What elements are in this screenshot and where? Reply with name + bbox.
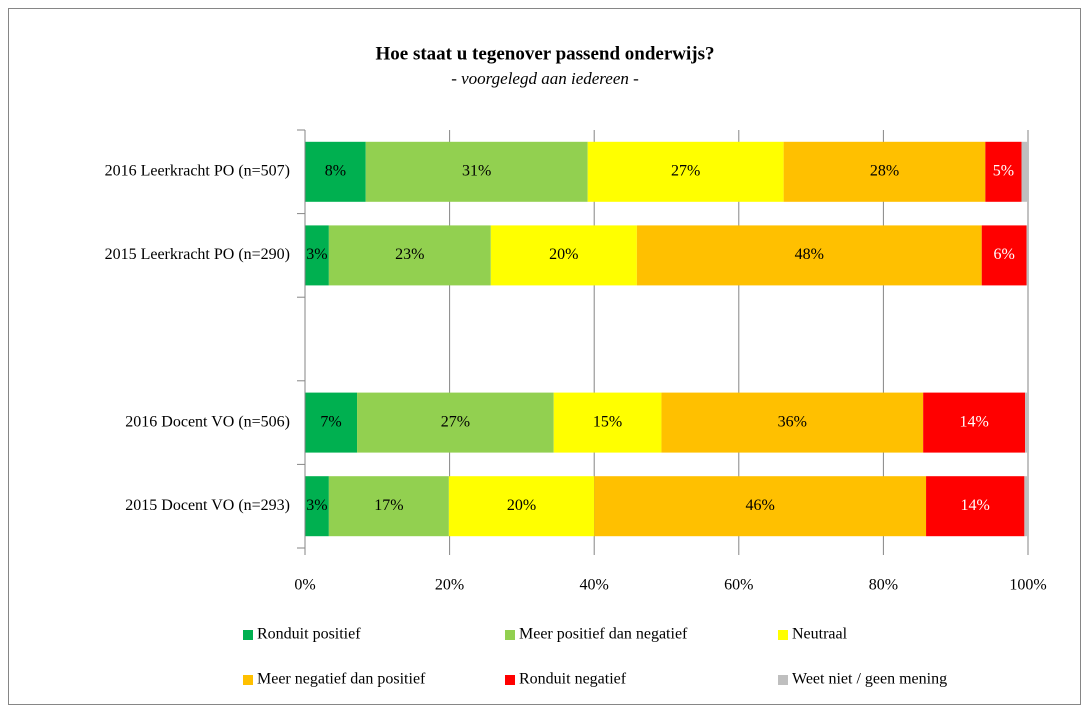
- x-tick-label: 60%: [724, 577, 753, 594]
- bar-segment: [490, 225, 637, 286]
- bar-segment: [305, 476, 329, 537]
- data-label: 36%: [778, 413, 807, 430]
- data-label: 23%: [395, 246, 424, 263]
- legend-label: Ronduit positief: [257, 626, 361, 643]
- legend-label: Meer negatief dan positief: [257, 671, 426, 688]
- data-label: 46%: [745, 497, 774, 514]
- bar-segment: [357, 392, 554, 453]
- data-label: 28%: [870, 162, 899, 179]
- data-label: 20%: [549, 246, 578, 263]
- y-tick-label: 2015 Leerkracht PO (n=290): [105, 246, 290, 263]
- x-tick-label: 40%: [580, 577, 609, 594]
- bar-segment: [328, 476, 449, 537]
- data-label: 27%: [671, 162, 700, 179]
- data-label: 27%: [441, 413, 470, 430]
- data-label: 20%: [507, 497, 536, 514]
- legend-label: Meer positief dan negatief: [519, 626, 688, 643]
- bar-segment: [328, 225, 491, 286]
- chart-subtitle: - voorgelegd aan iedereen -: [451, 69, 639, 88]
- data-label: 17%: [374, 497, 403, 514]
- y-tick-label: 2016 Leerkracht PO (n=507): [105, 162, 290, 179]
- bar-segment: [783, 141, 986, 202]
- bar-segment: [1026, 225, 1028, 286]
- data-label: 3%: [306, 246, 327, 263]
- bar-segment: [305, 225, 329, 286]
- data-label: 31%: [462, 162, 491, 179]
- chart-title: Hoe staat u tegenover passend onderwijs?: [375, 43, 714, 64]
- bar-segment: [553, 392, 662, 453]
- data-label: 48%: [795, 246, 824, 263]
- bar-segment: [636, 225, 982, 286]
- legend-label: Ronduit negatief: [519, 671, 627, 688]
- bar-segment: [1024, 476, 1028, 537]
- legend-swatch: [505, 675, 515, 685]
- legend-swatch: [778, 675, 788, 685]
- bar-segment: [305, 141, 366, 202]
- chart-frame: [8, 8, 1081, 705]
- data-label: 14%: [961, 497, 990, 514]
- bar-segment: [305, 392, 358, 453]
- y-tick-label: 2015 Docent VO (n=293): [125, 497, 290, 514]
- bar-segment: [587, 141, 784, 202]
- legend-swatch: [778, 630, 788, 640]
- bar-segment: [926, 476, 1025, 537]
- legend-label: Weet niet / geen mening: [792, 671, 947, 688]
- y-tick-label: 2016 Docent VO (n=506): [125, 413, 290, 430]
- bar-segment: [1021, 141, 1028, 202]
- bar-segment: [365, 141, 588, 202]
- data-label: 7%: [320, 413, 341, 430]
- data-label: 8%: [325, 162, 346, 179]
- bar-segment: [985, 141, 1022, 202]
- data-label: 14%: [959, 413, 988, 430]
- legend-swatch: [243, 630, 253, 640]
- bar-segment: [448, 476, 595, 537]
- x-tick-label: 80%: [869, 577, 898, 594]
- legend-swatch: [243, 675, 253, 685]
- x-tick-label: 0%: [294, 577, 315, 594]
- data-label: 6%: [993, 246, 1014, 263]
- bar-segment: [981, 225, 1027, 286]
- legend-swatch: [505, 630, 515, 640]
- x-tick-label: 20%: [435, 577, 464, 594]
- bar-segment: [661, 392, 924, 453]
- legend-label: Neutraal: [792, 626, 848, 643]
- bar-segment: [594, 476, 927, 537]
- bar-segment: [1025, 392, 1028, 453]
- data-label: 15%: [593, 413, 622, 430]
- bar-segment: [923, 392, 1026, 453]
- data-label: 5%: [993, 162, 1014, 179]
- data-label: 3%: [306, 497, 327, 514]
- x-tick-label: 100%: [1009, 577, 1046, 594]
